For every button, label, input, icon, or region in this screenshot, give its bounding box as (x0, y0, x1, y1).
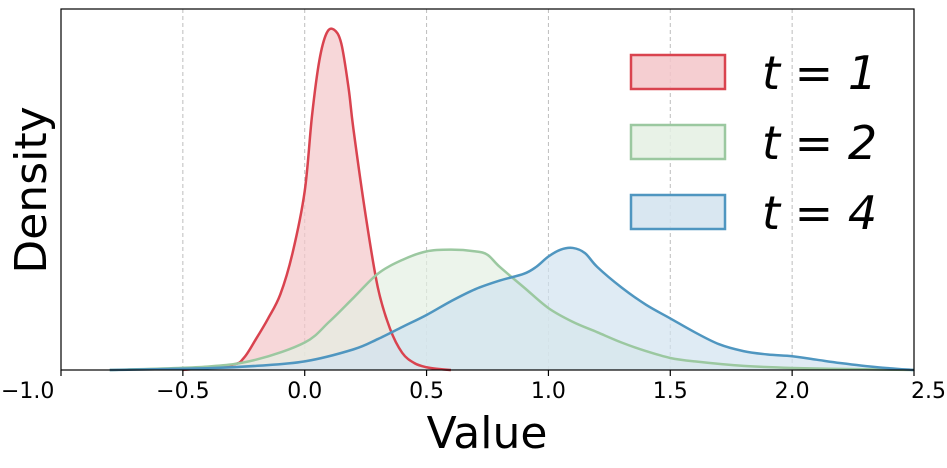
density-area-series-1 (182, 28, 451, 370)
x-tick-label: 1.0 (531, 379, 566, 404)
plot-frame (60, 8, 915, 371)
x-tick-label: −1.0 (1, 379, 54, 404)
y-axis-label: Density (6, 106, 57, 273)
legend-swatch (629, 53, 727, 91)
legend: t = 1 t = 2 t = 4 (629, 46, 877, 240)
density-area-series-3 (109, 247, 915, 370)
density-line-series-1 (182, 27, 452, 372)
legend-entry-2: t = 2 (629, 116, 877, 170)
legend-entry-1: t = 1 (629, 46, 877, 100)
density-line-series-2 (109, 248, 915, 372)
x-axis-ticks: −1.0 −0.5 0.0 0.5 1.0 1.5 2.0 2.5 (1, 370, 946, 404)
legend-swatch (629, 193, 727, 231)
x-tick-label: 2.5 (911, 379, 946, 404)
legend-label: t = 2 (762, 116, 877, 170)
x-tick-label: 0.0 (287, 379, 322, 404)
x-tick-label: 2.0 (775, 379, 810, 404)
x-tick-label: 1.5 (653, 379, 688, 404)
x-tick-label: −0.5 (156, 379, 209, 404)
legend-swatch (629, 123, 727, 161)
density-line-series-3 (109, 246, 915, 372)
density-lines (109, 27, 915, 372)
x-tick-label: 0.5 (409, 379, 444, 404)
legend-label: t = 1 (762, 46, 877, 100)
x-axis-label: Value (427, 408, 548, 459)
legend-label: t = 4 (762, 186, 877, 240)
legend-entry-3: t = 4 (629, 186, 877, 240)
